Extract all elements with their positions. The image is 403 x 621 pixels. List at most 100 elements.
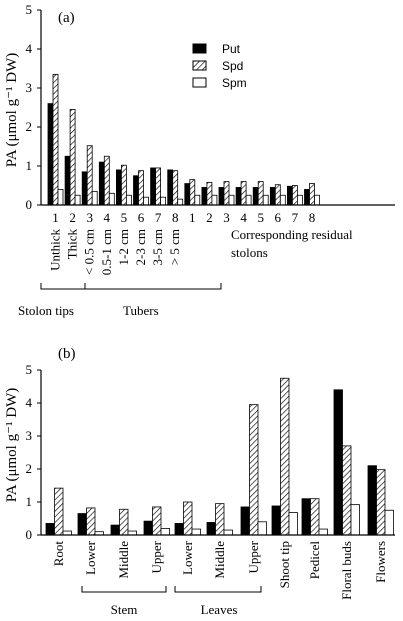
legend-label-put: Put	[222, 42, 241, 56]
panel-b-x-axis: Root Lower Middle Upper Lower Middle Upper Shoo…	[41, 534, 395, 600]
x-tick-label: 5	[121, 210, 128, 225]
x-sublabel: Thick	[65, 229, 80, 260]
bar-spm	[279, 194, 286, 206]
y-tick-label: 2	[26, 119, 33, 134]
legend-label-spd: Spd	[222, 59, 243, 73]
x-tick-label: Shoot tip	[277, 541, 292, 588]
y-tick-label: 4	[26, 41, 33, 56]
x-sublabel: < 0.5 cm	[82, 229, 97, 275]
bar-spm	[257, 521, 267, 536]
bar-spd	[54, 487, 64, 536]
bar-put	[301, 498, 311, 536]
x-tick-label: 1	[189, 210, 196, 225]
bar-spm	[108, 192, 115, 206]
bar-spd	[274, 184, 281, 206]
x-tick-label: Floral buds	[339, 541, 354, 600]
stem-bracket	[81, 586, 167, 593]
x-tick-label: 7	[292, 210, 299, 225]
bar-spd	[119, 508, 129, 536]
bar-spd	[280, 377, 290, 536]
y-tick-label: 0	[26, 527, 33, 542]
bar-spd	[138, 170, 144, 206]
bar-spd	[215, 503, 225, 536]
x-tick-label: 3	[86, 210, 93, 225]
bar-spm	[314, 194, 320, 206]
bar-put	[235, 187, 242, 206]
bar-spm	[126, 194, 132, 206]
x-tick-label: 7	[155, 210, 162, 225]
bar-spd	[103, 155, 110, 206]
bar-put	[286, 185, 293, 206]
y-tick-label: 5	[26, 362, 33, 377]
y-tick-label: 1	[26, 158, 33, 173]
y-tick-label: 2	[26, 461, 33, 476]
bar-put	[133, 175, 139, 206]
residual-stolons-label-line2: stolons	[231, 245, 268, 260]
bar-spd	[310, 498, 320, 536]
panel-a-bars	[47, 73, 320, 206]
bar-spm	[245, 194, 252, 206]
panel-b-y-axis: 0 1 2 3 4 5	[26, 362, 42, 542]
bar-spm	[228, 194, 235, 206]
group-label-stolon-tips: Stolon tips	[18, 303, 74, 318]
bar-put	[240, 506, 250, 536]
x-tick-label: 4	[240, 210, 247, 225]
x-sublabel: 2-3 cm	[133, 229, 148, 265]
bar-put	[150, 167, 157, 206]
bar-spm	[143, 196, 149, 206]
y-tick-label: 0	[26, 197, 33, 212]
tubers-bracket	[84, 283, 222, 290]
bar-spd	[257, 181, 264, 206]
x-tick-label: 5	[257, 210, 264, 225]
y-tick-label: 5	[26, 2, 33, 17]
group-label-stem: Stem	[111, 602, 138, 617]
bar-spd	[155, 167, 162, 206]
bar-spd	[291, 185, 298, 206]
bar-spd	[342, 445, 352, 536]
bar-put	[45, 523, 55, 536]
bar-spd	[86, 507, 96, 536]
x-tick-label: 3	[223, 210, 230, 225]
bar-spm	[191, 528, 201, 536]
bar-spd	[249, 404, 259, 536]
bar-spd	[183, 501, 193, 536]
x-tick-label: 6	[138, 210, 145, 225]
bar-spm	[288, 512, 298, 536]
x-tick-label: Pedicel	[307, 541, 322, 580]
bar-spm	[160, 528, 170, 536]
x-sublabel: 0.5-1 cm	[99, 229, 114, 275]
bar-put	[201, 187, 208, 206]
y-tick-label: 3	[26, 80, 33, 95]
bar-spd	[376, 469, 386, 536]
bar-spm	[91, 190, 98, 206]
bar-spm	[211, 194, 218, 206]
x-tick-label: Middle	[212, 541, 227, 579]
x-tick-label: 2	[69, 210, 76, 225]
bar-put	[110, 524, 120, 536]
bar-spd	[69, 109, 76, 206]
bar-spd	[223, 181, 230, 206]
bar-put	[271, 505, 281, 536]
x-sublabel: 1-2 cm	[116, 229, 131, 265]
bar-put	[174, 523, 184, 536]
bar-spd	[86, 145, 93, 206]
bar-spm	[177, 198, 184, 206]
leaves-bracket	[174, 586, 262, 593]
x-tick-label: Root	[51, 541, 66, 567]
bar-put	[98, 161, 105, 206]
bar-spd	[309, 183, 315, 206]
x-sublabel: 3-5 cm	[150, 229, 165, 265]
x-tick-label: Lower	[180, 540, 195, 575]
residual-stolons-label-line1: Corresponding residual	[231, 227, 353, 242]
x-sublabel: > 5 cm	[167, 229, 182, 265]
bar-spm	[160, 196, 167, 206]
bar-put	[64, 155, 71, 206]
panel-b-y-axis-label: PA (μmol g⁻¹ DW)	[4, 388, 20, 503]
stolon-tips-bracket	[40, 283, 86, 290]
y-tick-label: 1	[26, 494, 33, 509]
panel-b-bars	[45, 377, 394, 536]
legend-swatch-put	[192, 43, 207, 54]
group-label-leaves: Leaves	[201, 602, 238, 617]
bar-put	[367, 465, 377, 536]
